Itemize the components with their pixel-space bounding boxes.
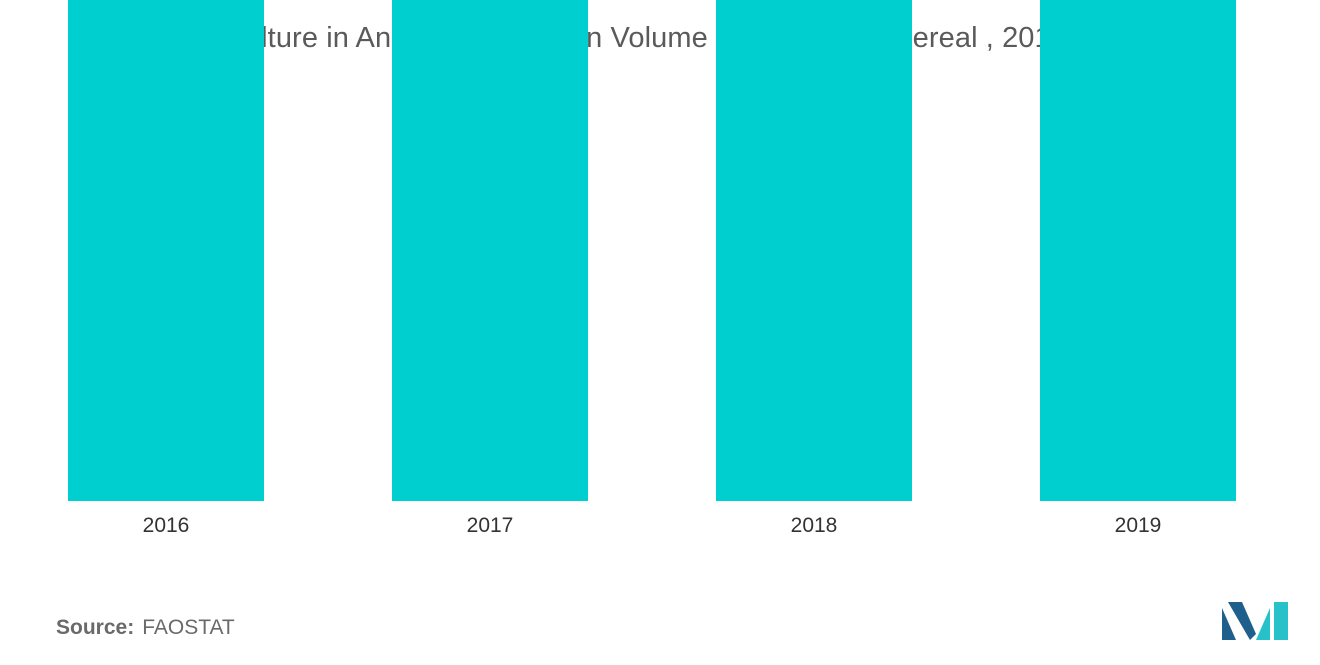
bar-2019 bbox=[1040, 0, 1236, 501]
bar-2017 bbox=[392, 0, 588, 501]
bar-2018 bbox=[716, 0, 912, 501]
source-label: Source: bbox=[56, 616, 135, 639]
bar-2016 bbox=[68, 0, 264, 502]
chart-title: Agriculture in Angola: Production Volume… bbox=[178, 22, 1142, 54]
source-note: Source: FAOSTAT bbox=[56, 616, 235, 640]
source-value: FAOSTAT bbox=[142, 616, 235, 639]
x-tick-label-2016: 2016 bbox=[143, 514, 190, 537]
mordor-intelligence-logo-icon bbox=[1222, 602, 1288, 640]
x-tick-label-2017: 2017 bbox=[467, 514, 514, 537]
x-tick-label-2018: 2018 bbox=[791, 514, 838, 537]
x-tick-label-2019: 2019 bbox=[1115, 514, 1162, 537]
